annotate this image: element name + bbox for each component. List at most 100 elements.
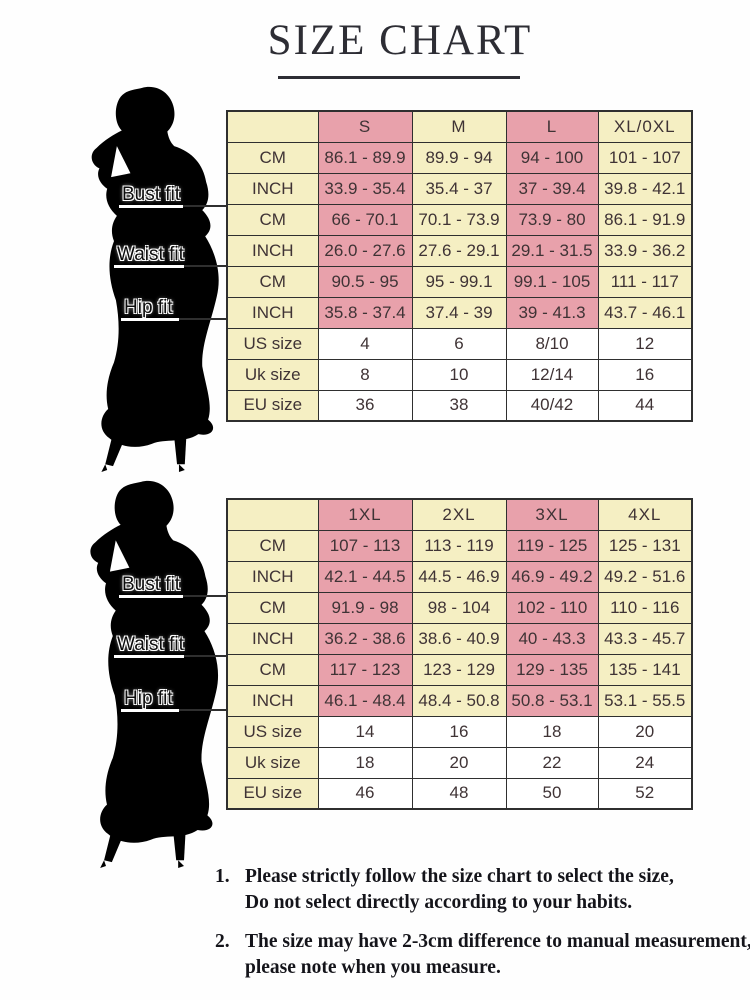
footnote-line: Please strictly follow the size chart to… xyxy=(245,866,674,887)
measure-cell: 46.1 - 48.4 xyxy=(317,684,413,717)
column-header: 1XL xyxy=(317,498,413,531)
size-cell: 4 xyxy=(317,327,413,360)
size-cell: 52 xyxy=(597,777,693,810)
measure-cell: 111 - 117 xyxy=(597,265,693,298)
row-label: INCH xyxy=(226,622,319,655)
table-row: EU size 36 38 40/42 44 xyxy=(226,389,693,422)
measure-cell: 46.9 - 49.2 xyxy=(505,560,599,593)
measure-cell: 95 - 99.1 xyxy=(411,265,507,298)
footnotes: 1. Please strictly follow the size chart… xyxy=(215,864,750,994)
measure-cell: 44.5 - 46.9 xyxy=(411,560,507,593)
measure-cell: 27.6 - 29.1 xyxy=(411,234,507,267)
size-cell: 16 xyxy=(597,358,693,391)
size-cell: 38 xyxy=(411,389,507,422)
hip-fit-underline xyxy=(121,318,179,321)
size-cell: 14 xyxy=(317,715,413,748)
footnote-text: Please strictly follow the size chart to… xyxy=(245,864,674,916)
size-cell: 44 xyxy=(597,389,693,422)
table-row: US size 4 6 8/10 12 xyxy=(226,327,693,360)
bust-fit-underline xyxy=(119,595,183,598)
measure-cell: 49.2 - 51.6 xyxy=(597,560,693,593)
size-cell: 50 xyxy=(505,777,599,810)
bust-fit-connector-line xyxy=(183,205,226,207)
female-silhouette-figure xyxy=(90,480,219,868)
size-cell: 20 xyxy=(411,746,507,779)
hip-fit-underline xyxy=(121,709,179,712)
measure-cell: 40 - 43.3 xyxy=(505,622,599,655)
size-cell: 8/10 xyxy=(505,327,599,360)
row-label: INCH xyxy=(226,560,319,593)
size-cell: 20 xyxy=(597,715,693,748)
measure-cell: 101 - 107 xyxy=(597,141,693,174)
row-label: CM xyxy=(226,591,319,624)
table-row: CM 90.5 - 95 95 - 99.1 99.1 - 105 111 - … xyxy=(226,265,693,298)
size-cell: 12/14 xyxy=(505,358,599,391)
size-cell: 18 xyxy=(317,746,413,779)
measure-cell: 89.9 - 94 xyxy=(411,141,507,174)
bust-fit-label: Bust fit xyxy=(122,184,181,205)
column-header: 4XL xyxy=(597,498,693,531)
row-label: CM xyxy=(226,265,319,298)
size-cell: 16 xyxy=(411,715,507,748)
footnote-number: 2. xyxy=(215,931,230,952)
table-row: Uk size 18 20 22 24 xyxy=(226,746,693,779)
size-cell: 24 xyxy=(597,746,693,779)
size-cell: 8 xyxy=(317,358,413,391)
table-row: CM 107 - 113 113 - 119 119 - 125 125 - 1… xyxy=(226,529,693,562)
measure-cell: 38.6 - 40.9 xyxy=(411,622,507,655)
size-cell: 6 xyxy=(411,327,507,360)
row-label: Uk size xyxy=(226,358,319,391)
measure-cell: 48.4 - 50.8 xyxy=(411,684,507,717)
measure-cell: 110 - 116 xyxy=(597,591,693,624)
table-row: CM 117 - 123 123 - 129 129 - 135 135 - 1… xyxy=(226,653,693,686)
row-label: US size xyxy=(226,327,319,360)
measure-cell: 37.4 - 39 xyxy=(411,296,507,329)
measure-cell: 86.1 - 91.9 xyxy=(597,203,693,236)
row-label: Uk size xyxy=(226,746,319,779)
measure-cell: 29.1 - 31.5 xyxy=(505,234,599,267)
measure-cell: 102 - 110 xyxy=(505,591,599,624)
row-label: US size xyxy=(226,715,319,748)
table-row: CM 86.1 - 89.9 89.9 - 94 94 - 100 101 - … xyxy=(226,141,693,174)
table-row: INCH 42.1 - 44.5 44.5 - 46.9 46.9 - 49.2… xyxy=(226,560,693,593)
measure-cell: 35.4 - 37 xyxy=(411,172,507,205)
measure-cell: 107 - 113 xyxy=(317,529,413,562)
measure-cell: 53.1 - 55.5 xyxy=(597,684,693,717)
column-header: L xyxy=(505,110,599,143)
waist-fit-underline xyxy=(114,655,184,658)
table-row: INCH 26.0 - 27.6 27.6 - 29.1 29.1 - 31.5… xyxy=(226,234,693,267)
measure-cell: 50.8 - 53.1 xyxy=(505,684,599,717)
table-row: EU size 46 48 50 52 xyxy=(226,777,693,810)
hip-fit-connector-line xyxy=(179,318,226,320)
footnote-1: 1. Please strictly follow the size chart… xyxy=(215,864,745,916)
measure-cell: 73.9 - 80 xyxy=(505,203,599,236)
measure-cell: 70.1 - 73.9 xyxy=(411,203,507,236)
row-label: EU size xyxy=(226,777,319,810)
measure-cell: 125 - 131 xyxy=(597,529,693,562)
table-row: INCH 36.2 - 38.6 38.6 - 40.9 40 - 43.3 4… xyxy=(226,622,693,655)
measure-cell: 99.1 - 105 xyxy=(505,265,599,298)
size-table-regular: S M L XL/0XL CM 86.1 - 89.9 89.9 - 94 94… xyxy=(226,110,693,422)
size-cell: 10 xyxy=(411,358,507,391)
row-label: INCH xyxy=(226,234,319,267)
size-cell: 46 xyxy=(317,777,413,810)
page-title: SIZE CHART xyxy=(267,17,533,64)
size-cell: 48 xyxy=(411,777,507,810)
table-row: CM 91.9 - 98 98 - 104 102 - 110 110 - 11… xyxy=(226,591,693,624)
size-cell: 22 xyxy=(505,746,599,779)
footnote-text: The size may have 2-3cm difference to ma… xyxy=(245,929,750,981)
size-cell: 40/42 xyxy=(505,389,599,422)
row-label: INCH xyxy=(226,172,319,205)
waist-fit-label: Waist fit xyxy=(117,634,184,655)
footnote-line: please note when you measure. xyxy=(245,957,501,978)
measure-cell: 90.5 - 95 xyxy=(317,265,413,298)
measure-cell: 39.8 - 42.1 xyxy=(597,172,693,205)
table-row: CM 66 - 70.1 70.1 - 73.9 73.9 - 80 86.1 … xyxy=(226,203,693,236)
waist-fit-label: Waist fit xyxy=(117,244,184,265)
hip-fit-label: Hip fit xyxy=(124,688,173,709)
column-header: S xyxy=(317,110,413,143)
measure-cell: 123 - 129 xyxy=(411,653,507,686)
waist-fit-connector-line xyxy=(184,655,226,657)
table-row: INCH 46.1 - 48.4 48.4 - 50.8 50.8 - 53.1… xyxy=(226,684,693,717)
